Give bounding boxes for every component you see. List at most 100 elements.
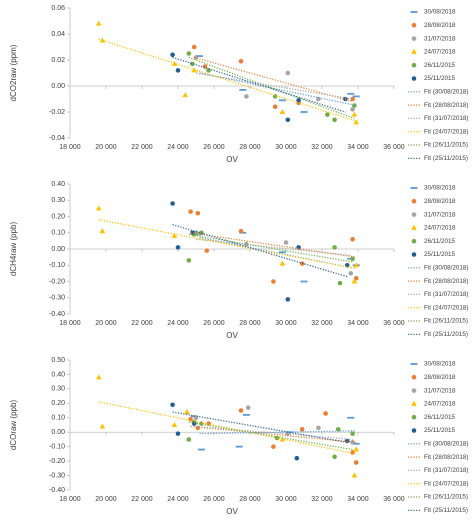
data-point — [350, 236, 355, 242]
fit-line — [195, 72, 353, 100]
x-tick-label: 32 000 — [311, 496, 333, 503]
legend-label: 24/07/2018 — [424, 225, 456, 232]
data-point — [239, 89, 247, 91]
x-tick-label: 36 000 — [383, 496, 405, 503]
data-point — [271, 279, 276, 284]
data-point — [353, 262, 359, 268]
data-point — [316, 425, 321, 431]
data-point — [353, 446, 359, 452]
y-tick-label: -0.10 — [49, 262, 65, 269]
x-tick-label: 34 000 — [347, 320, 369, 327]
y-tick-label: 0.50 — [51, 357, 65, 364]
fit-line — [172, 224, 348, 278]
data-point — [352, 442, 360, 445]
y-tick-label: -0.04 — [49, 135, 65, 142]
data-point — [99, 423, 106, 429]
x-tick-label: 34 000 — [347, 496, 369, 503]
legend-swatch — [411, 48, 417, 54]
data-point — [244, 241, 249, 247]
legend-swatch — [411, 238, 417, 244]
legend-swatch — [410, 363, 418, 365]
legend-swatch — [411, 375, 417, 380]
fit-line — [172, 56, 346, 113]
data-point — [352, 95, 360, 98]
y-tick-label: 0.20 — [51, 213, 65, 220]
data-point — [350, 107, 355, 112]
x-tick-label: 36 000 — [383, 320, 405, 327]
data-point — [332, 454, 337, 460]
x-axis-label: OV — [226, 331, 238, 340]
data-point — [350, 431, 355, 436]
data-point — [239, 231, 247, 234]
data-point — [188, 209, 193, 214]
data-point — [271, 444, 276, 449]
legend-label: 28/08/2018 — [424, 374, 456, 381]
data-point — [96, 20, 102, 26]
data-point — [244, 94, 249, 99]
legend-label: 30/08/2018 — [424, 9, 456, 16]
data-point — [175, 431, 181, 436]
data-point — [353, 460, 359, 465]
x-axis-label: OV — [226, 507, 238, 516]
data-point — [294, 455, 300, 461]
legend-label: Fit (30/08/2018) — [424, 440, 468, 447]
data-point — [235, 445, 243, 448]
y-tick-label: 0.02 — [51, 57, 65, 64]
x-tick-label: 22 000 — [131, 144, 153, 151]
data-point — [350, 256, 355, 262]
legend-label: 28/08/2018 — [424, 22, 456, 29]
x-axis-label: OV — [226, 155, 238, 164]
legend-swatch — [411, 224, 417, 230]
legend-label: 30/08/2018 — [424, 361, 456, 368]
x-tick-label: 26 000 — [203, 320, 225, 327]
fit-line — [98, 219, 357, 270]
legend-label: 28/08/2018 — [424, 198, 456, 205]
data-point — [186, 437, 192, 442]
data-point — [332, 117, 337, 123]
legend-label: Fit (30/08/2018) — [424, 88, 468, 95]
legend-label: 25/11/2015 — [424, 427, 456, 434]
x-tick-label: 34 000 — [347, 144, 369, 151]
y-axis-label: dCH4raw (ppb) — [9, 222, 18, 277]
y-tick-label: 0.40 — [51, 371, 65, 378]
x-tick-label: 30 000 — [275, 496, 297, 503]
legend-label: 25/11/2015 — [424, 75, 456, 82]
data-point — [186, 51, 192, 56]
data-point — [325, 112, 330, 117]
y-tick-label: 0.00 — [51, 83, 65, 90]
data-point — [171, 422, 178, 427]
data-point — [283, 240, 289, 245]
fit-line — [195, 425, 353, 441]
legend-swatch — [410, 11, 418, 13]
legend-label: 26/11/2015 — [424, 238, 456, 245]
y-tick-label: -0.30 — [49, 295, 65, 302]
legend-label: Fit (26/11/2015) — [424, 494, 468, 501]
x-tick-label: 28 000 — [239, 496, 261, 503]
legend-label: 24/07/2018 — [424, 49, 456, 56]
data-point — [191, 44, 197, 50]
data-point — [347, 416, 355, 419]
y-tick-label: 0.40 — [51, 181, 65, 188]
data-point — [351, 278, 358, 284]
y-tick-label: 0.06 — [51, 5, 65, 12]
legend-label: Fit (30/08/2018) — [424, 264, 468, 271]
x-tick-label: 32 000 — [311, 144, 333, 151]
x-tick-label: 30 000 — [275, 144, 297, 151]
data-point — [184, 409, 190, 414]
data-point — [171, 233, 178, 238]
legend-label: Fit (28/08/2018) — [424, 454, 468, 461]
y-axis-label: dCO2raw (ppm) — [9, 44, 18, 101]
y-tick-label: -0.40 — [49, 487, 65, 494]
data-point — [350, 96, 355, 102]
legend-swatch — [411, 400, 417, 406]
data-point — [347, 92, 355, 95]
legend-swatch — [411, 428, 417, 433]
legend-label: Fit (25/11/2015) — [424, 507, 468, 514]
legend-label: 31/07/2018 — [424, 35, 456, 42]
data-point — [175, 245, 181, 250]
legend-label: Fit (26/11/2015) — [424, 142, 468, 149]
data-point — [99, 228, 106, 234]
y-tick-label: 0.20 — [51, 400, 65, 407]
data-point — [299, 427, 305, 432]
fit-line — [194, 56, 353, 103]
